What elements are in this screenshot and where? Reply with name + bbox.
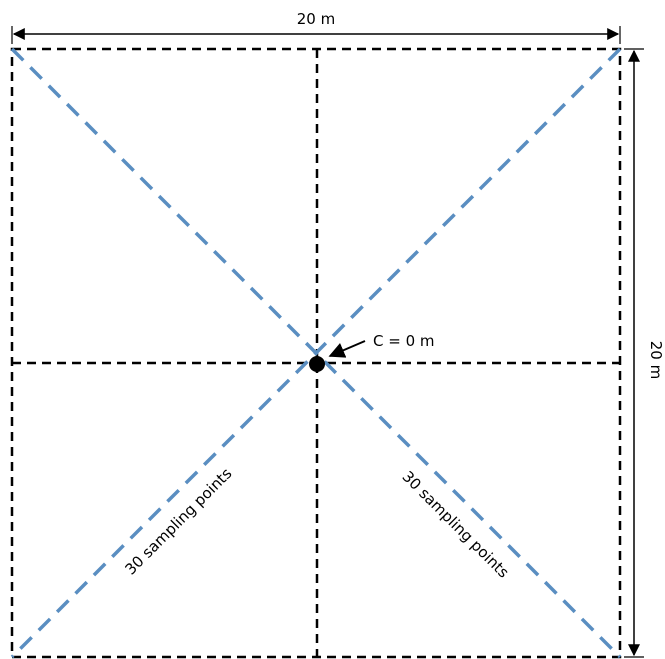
right-diagonal-label: 30 sampling points xyxy=(399,467,513,581)
left-diagonal-label: 30 sampling points xyxy=(121,464,235,578)
width-label: 20 m xyxy=(297,10,335,28)
diagonal-right xyxy=(10,47,622,659)
center-point xyxy=(309,356,325,372)
height-label: 20 m xyxy=(647,341,665,379)
center-label: C = 0 m xyxy=(373,332,435,350)
arrow-icon xyxy=(328,340,366,358)
